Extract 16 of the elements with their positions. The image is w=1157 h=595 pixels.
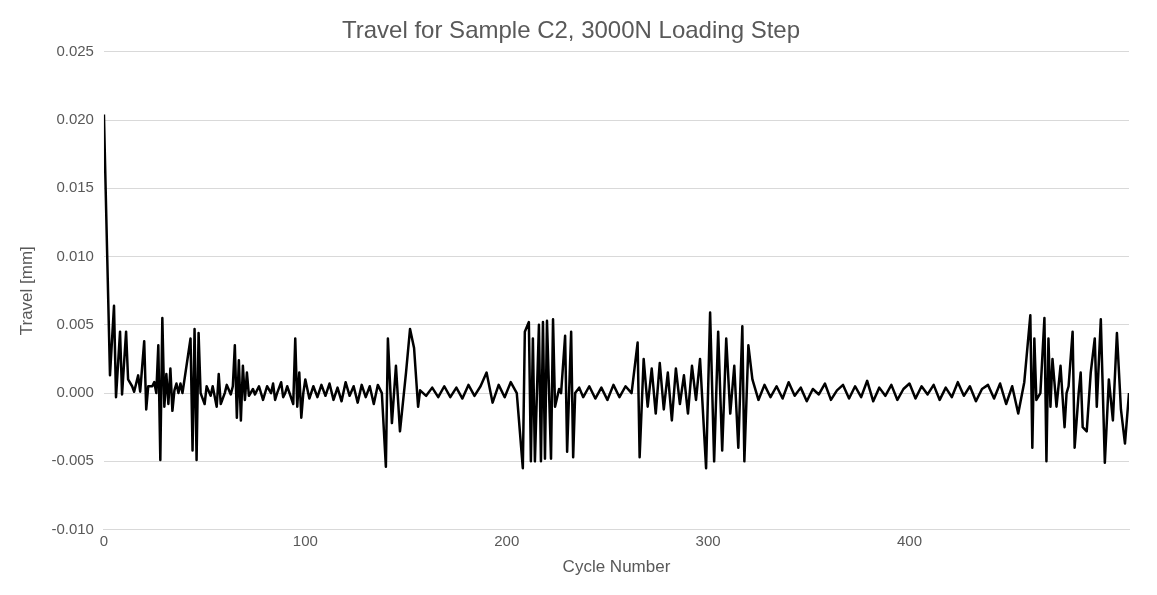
x-tick-label: 400 [896,531,922,549]
x-axis-title: Cycle Number [562,557,671,577]
y-tick-label: 0.005 [56,314,94,332]
y-axis-title: Travel [mm] [16,246,36,336]
y-tick-label: -0.010 [51,519,94,537]
y-tick-label: 0.015 [56,178,94,196]
y-tick-label: 0.020 [56,110,94,128]
x-tick-label: 200 [494,531,520,549]
y-tick-label: 0.025 [56,41,94,59]
x-tick-label: 300 [695,531,721,549]
y-tick-label: 0.000 [56,383,94,401]
x-tick-label: 100 [292,531,318,549]
chart-title: Travel for Sample C2, 3000N Loading Step [341,16,801,44]
y-tick-label: 0.010 [56,246,94,264]
x-tick-label: 0 [99,531,109,549]
y-tick-label: -0.005 [51,451,94,469]
